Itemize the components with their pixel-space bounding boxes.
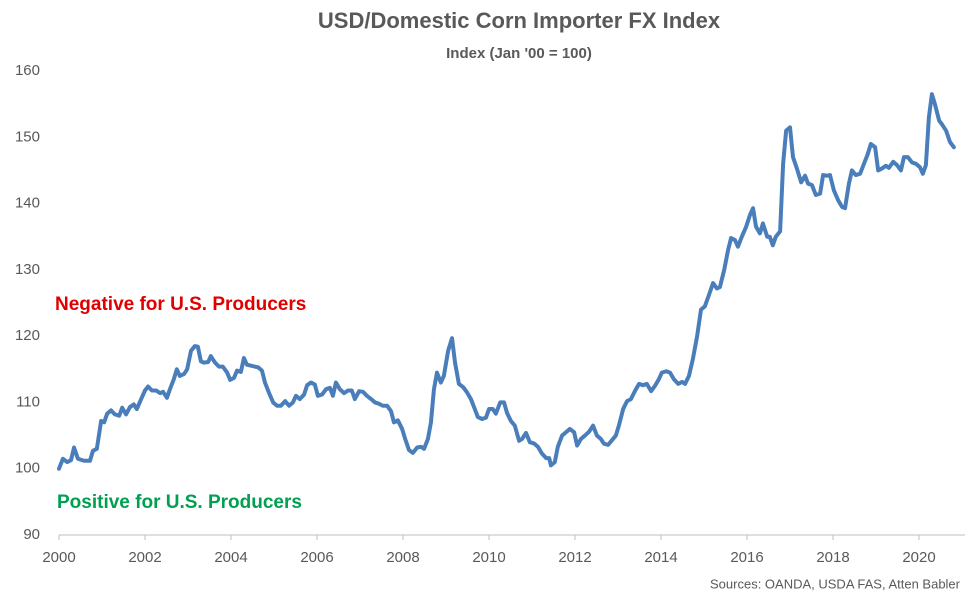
y-tick-label: 130 (15, 261, 40, 278)
x-tick-label: 2002 (128, 549, 161, 566)
data-line (57, 92, 956, 471)
y-tick-label: 140 (15, 195, 40, 212)
x-tick-label: 2008 (386, 549, 419, 566)
x-tick-label: 2000 (42, 549, 75, 566)
x-tick-label: 2012 (558, 549, 591, 566)
y-tick-label: 160 (15, 62, 40, 79)
y-tick-label: 110 (16, 393, 40, 410)
y-tick-label: 90 (23, 526, 40, 543)
x-tick-label: 2016 (730, 549, 763, 566)
chart-title: USD/Domestic Corn Importer FX Index (318, 8, 721, 33)
x-tick-label: 2006 (300, 549, 333, 566)
chart-subtitle: Index (Jan '00 = 100) (446, 45, 592, 62)
annotation: Positive for U.S. Producers (57, 492, 302, 513)
y-tick-label: 120 (15, 327, 40, 344)
annotation: Negative for U.S. Producers (55, 294, 306, 315)
x-tick-label: 2010 (472, 549, 505, 566)
x-tick-label: 2020 (902, 549, 935, 566)
x-tick-label: 2014 (644, 549, 677, 566)
source-note: Sources: OANDA, USDA FAS, Atten Babler (710, 576, 961, 591)
y-tick-label: 100 (15, 460, 40, 477)
x-tick-label: 2004 (214, 549, 247, 566)
x-tick-label: 2018 (816, 549, 849, 566)
y-tick-label: 150 (15, 128, 40, 145)
